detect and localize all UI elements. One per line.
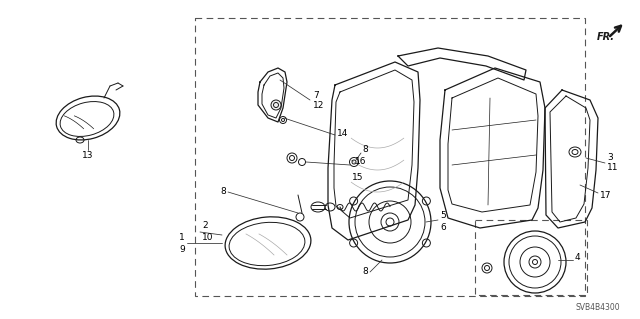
Text: 13: 13 bbox=[83, 152, 93, 160]
Ellipse shape bbox=[271, 100, 281, 110]
Text: 16: 16 bbox=[355, 158, 367, 167]
Text: 11: 11 bbox=[607, 164, 618, 173]
Text: 8: 8 bbox=[220, 188, 226, 197]
Text: 17: 17 bbox=[600, 190, 611, 199]
Text: 3: 3 bbox=[607, 153, 612, 162]
Text: FR.: FR. bbox=[597, 32, 615, 42]
Text: 8: 8 bbox=[362, 268, 368, 277]
Text: 9: 9 bbox=[179, 246, 185, 255]
Bar bbox=[195, 18, 585, 296]
Text: 5: 5 bbox=[440, 211, 445, 219]
Text: 12: 12 bbox=[313, 100, 324, 109]
Text: 10: 10 bbox=[202, 234, 214, 242]
Text: 4: 4 bbox=[575, 254, 580, 263]
Text: 14: 14 bbox=[337, 129, 348, 137]
Bar bbox=[475, 220, 587, 295]
Text: 1: 1 bbox=[179, 233, 185, 241]
Text: 2: 2 bbox=[202, 221, 207, 231]
Text: 15: 15 bbox=[352, 174, 364, 182]
Text: 8: 8 bbox=[362, 145, 368, 154]
Text: 7: 7 bbox=[313, 91, 319, 100]
Text: 6: 6 bbox=[440, 224, 445, 233]
Text: SVB4B4300: SVB4B4300 bbox=[575, 303, 620, 313]
